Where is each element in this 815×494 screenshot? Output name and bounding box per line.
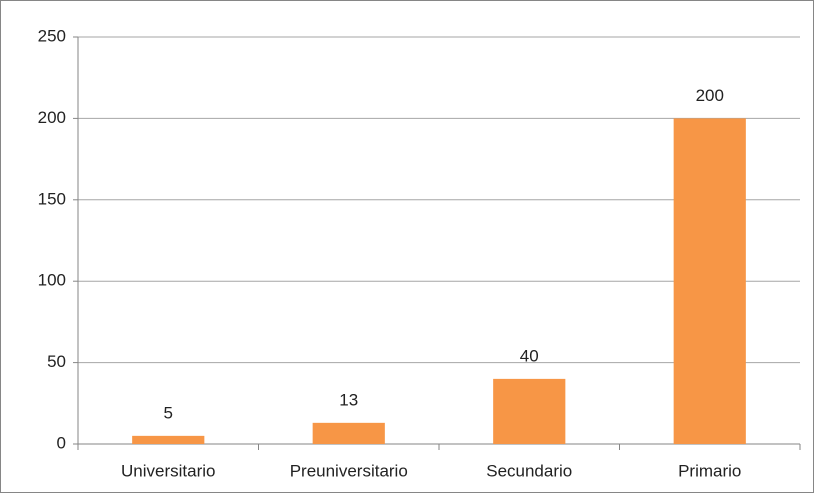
- x-tick-label: Primario: [678, 461, 741, 480]
- x-tick-label: Secundario: [486, 461, 572, 480]
- y-tick-label: 0: [57, 433, 66, 452]
- bar: [312, 422, 385, 444]
- bar: [132, 435, 205, 444]
- y-tick-label: 200: [38, 108, 66, 127]
- data-label: 5: [164, 403, 173, 422]
- bar: [493, 378, 566, 444]
- data-label: 40: [520, 346, 539, 365]
- y-tick-label: 250: [38, 26, 66, 45]
- y-tick-label: 150: [38, 189, 66, 208]
- x-tick-label: Preuniversitario: [290, 461, 408, 480]
- y-tick-label: 50: [47, 352, 66, 371]
- y-tick-label: 100: [38, 271, 66, 290]
- bar: [673, 118, 746, 445]
- data-label: 200: [696, 86, 724, 105]
- data-label: 13: [339, 390, 358, 409]
- x-tick-label: Universitario: [121, 461, 215, 480]
